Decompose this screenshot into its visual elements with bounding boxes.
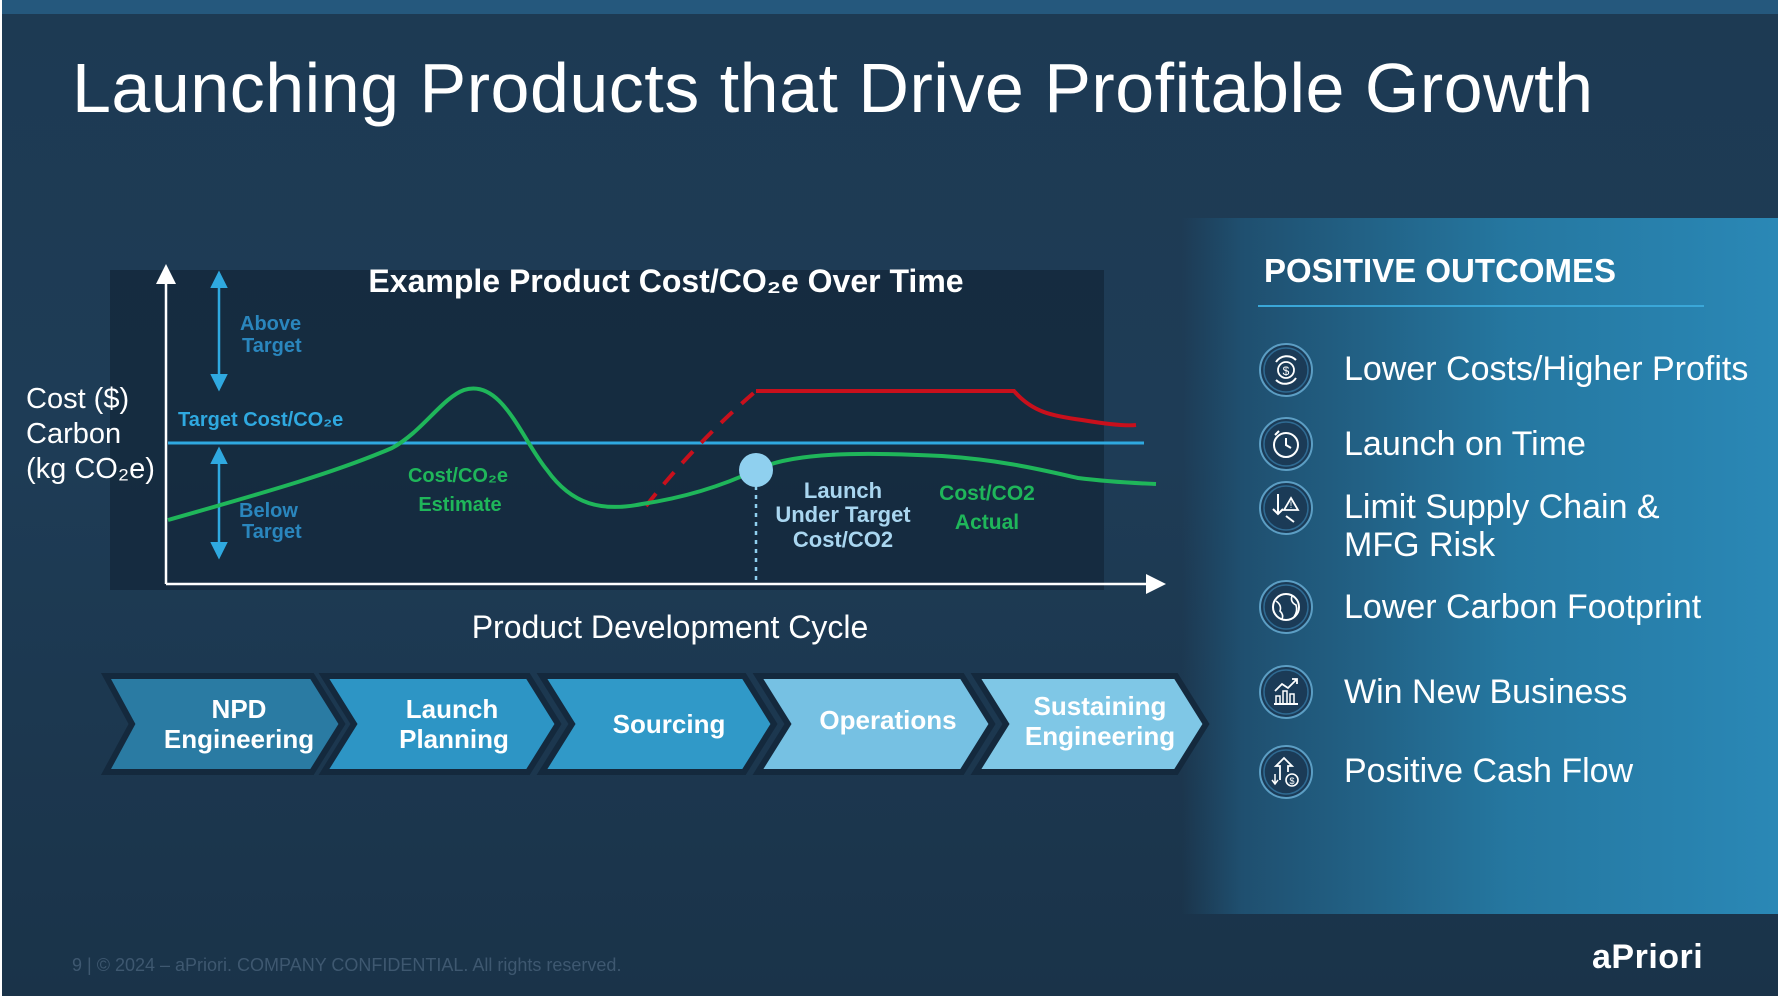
outcome-lower-carbon: Lower Carbon Footprint	[1344, 588, 1702, 626]
slide-title: Launching Products that Drive Profitable…	[72, 49, 1594, 127]
globe-icon	[1259, 580, 1313, 634]
phase-label-npd-2: Engineering	[164, 724, 314, 754]
launch-marker	[739, 453, 773, 487]
apriori-logo: aPriori	[1592, 938, 1704, 976]
y-axis-label-line2: Carbon	[26, 418, 121, 450]
cost-overrun-curve	[756, 389, 1137, 428]
above-target-label-2: Target	[242, 335, 302, 357]
growth-chart-icon	[1259, 665, 1313, 719]
above-target-label-1: Above	[240, 313, 301, 335]
phase-chevron-operations	[752, 673, 996, 775]
cost-overrun-dashed	[644, 389, 758, 508]
target-label: Target Cost/CO₂e	[178, 409, 343, 431]
outcome-launch-on-time: Launch on Time	[1344, 425, 1586, 463]
launch-label-2: Under Target	[775, 502, 911, 527]
y-axis-label-line3: (kg CO₂e)	[26, 453, 155, 485]
cost-estimate-curve	[167, 386, 1157, 522]
phase-label-npd-1: NPD	[212, 694, 267, 724]
estimate-label-2: Estimate	[418, 494, 501, 516]
money-cycle-icon: $	[1259, 343, 1313, 397]
svg-text:$: $	[1289, 776, 1294, 786]
phase-chevrons	[100, 673, 1210, 775]
launch-label-3: Cost/CO2	[793, 527, 893, 552]
outcome-limit-risk: Limit Supply Chain & MFG Risk	[1344, 488, 1660, 564]
cash-flow-icon: $	[1259, 745, 1313, 799]
svg-text:!: !	[1290, 500, 1293, 510]
outcome-win-business: Win New Business	[1344, 673, 1628, 711]
phase-chevron-npd	[100, 673, 346, 775]
phase-label-operations: Operations	[819, 705, 956, 735]
actual-label-1: Cost/CO2	[939, 482, 1035, 505]
supply-chain-icon: !	[1259, 481, 1313, 535]
footer-text: 9 | © 2024 – aPriori. COMPANY CONFIDENTI…	[72, 955, 622, 975]
outcome-lower-costs: Lower Costs/Higher Profits	[1344, 350, 1749, 388]
below-target-label-2: Target	[242, 521, 302, 543]
phase-chevron-sourcing	[536, 673, 778, 775]
phase-label-sustaining-1: Sustaining	[1034, 691, 1167, 721]
y-axis-label-line1: Cost ($)	[26, 383, 129, 415]
clock-icon	[1259, 417, 1313, 471]
below-target-label-1: Below	[239, 500, 298, 522]
outcome-cash-flow: Positive Cash Flow	[1344, 752, 1634, 790]
phase-label-launch-1: Launch	[406, 694, 498, 724]
phase-label-launch-2: Planning	[399, 724, 509, 754]
phase-chevron-launch-planning	[318, 673, 562, 775]
outcomes-divider	[1258, 305, 1704, 307]
actual-label-2: Actual	[955, 511, 1019, 534]
x-axis-label: Product Development Cycle	[472, 609, 869, 645]
phase-label-sustaining-2: Engineering	[1025, 721, 1175, 751]
phase-chevron-sustaining	[970, 673, 1210, 775]
outcomes-heading: POSITIVE OUTCOMES	[1264, 252, 1617, 289]
chart-title: Example Product Cost/CO₂e Over Time	[368, 263, 963, 299]
launch-label-1: Launch	[804, 478, 882, 503]
estimate-label-1: Cost/CO₂e	[408, 465, 508, 487]
top-strip	[2, 0, 1778, 14]
svg-text:$: $	[1283, 364, 1290, 378]
phase-label-sourcing: Sourcing	[613, 709, 726, 739]
plot-backdrop	[110, 270, 1104, 590]
